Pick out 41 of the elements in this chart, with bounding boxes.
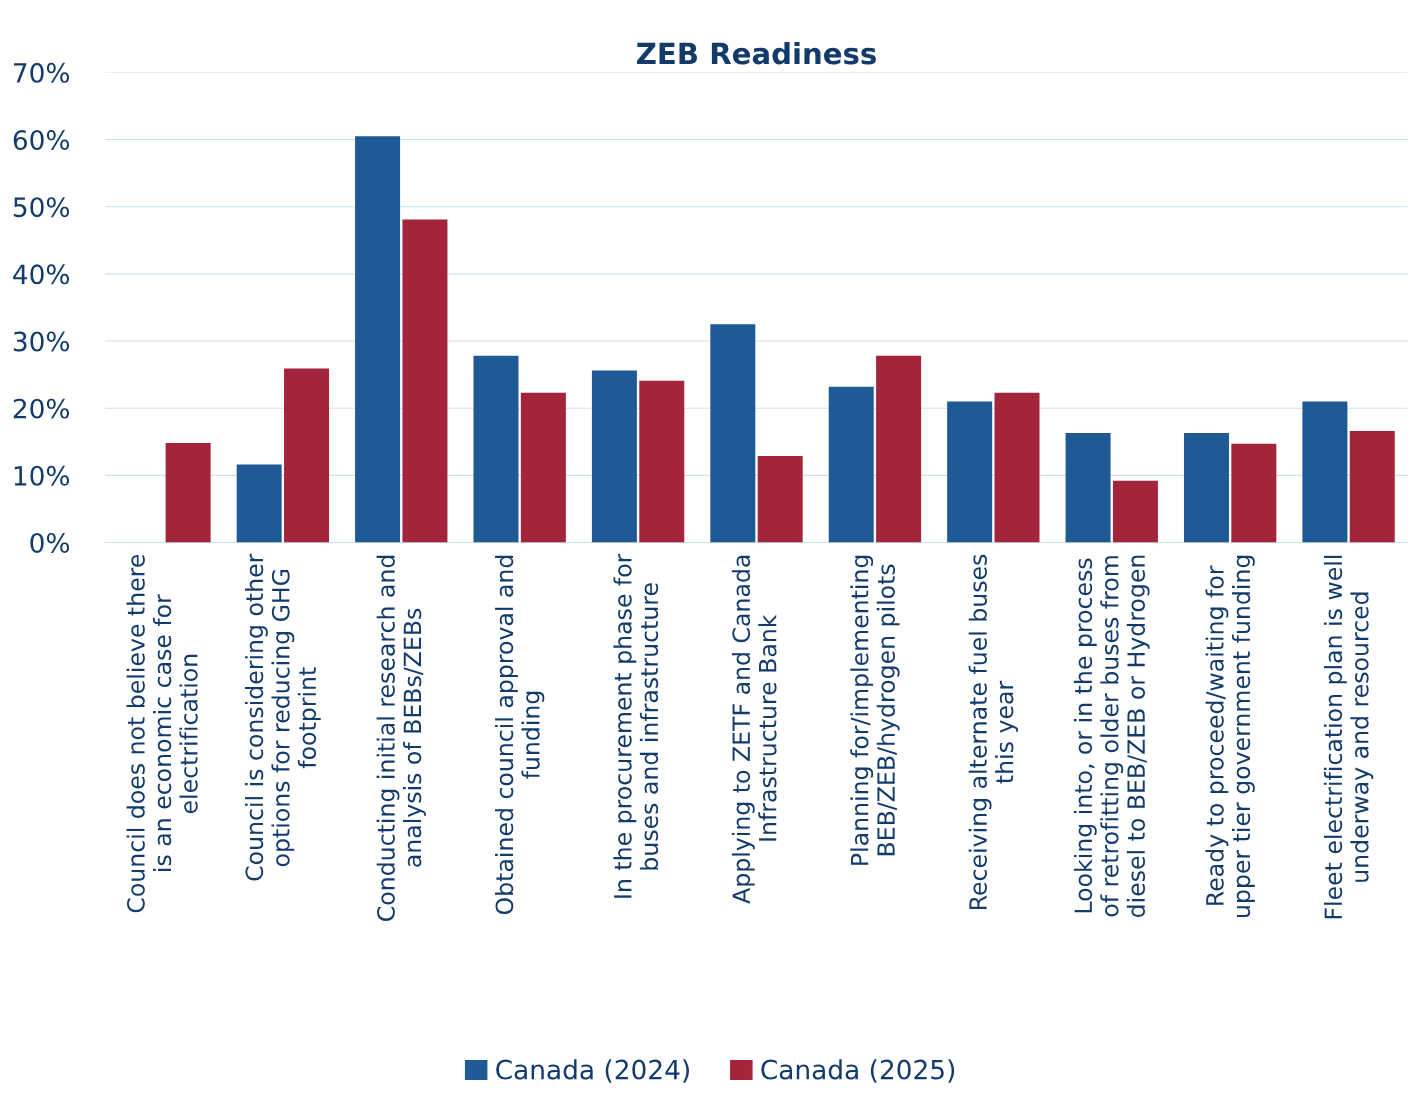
bar — [994, 392, 1040, 543]
y-tick-label: 10% — [14, 465, 70, 486]
y-tick-label: 20% — [13, 398, 70, 419]
bar — [1349, 431, 1395, 543]
x-tick-label: Looking into, or in the process of retrofitting older buses from diesel to BEB/ZEB or Hydrogen — [1073, 555, 1150, 918]
y-tick-label: 60% — [13, 130, 70, 150]
legend-label: Canada (2024) — [496, 1059, 689, 1083]
x-tick-label: Obtained council approval and funding — [495, 555, 545, 915]
bar — [1302, 401, 1348, 543]
y-tick-label: 40% — [13, 264, 70, 285]
y-tick-label: 50% — [13, 197, 70, 218]
x-tick-label: Fleet electrification plan is well underway and resourced — [1323, 555, 1374, 919]
bar — [473, 355, 519, 543]
x-tick-label: Planning for/implementing BEB/ZEB/hydrogen pilots — [850, 555, 900, 865]
bar — [591, 370, 637, 543]
bar — [947, 401, 993, 543]
bar — [1231, 443, 1277, 543]
bar — [1183, 433, 1229, 543]
y-tick-label: 0% — [30, 532, 70, 553]
x-tick-label: Council does not believe there is an economic case for electrification — [126, 554, 198, 913]
bar — [284, 368, 330, 543]
x-tick-label: Ready to proceed/waiting for upper tier government funding — [1205, 555, 1255, 918]
bar — [710, 324, 756, 543]
bar — [355, 136, 401, 543]
bar — [639, 380, 685, 543]
bar — [1112, 480, 1158, 543]
bar — [876, 355, 922, 543]
bar — [236, 464, 282, 543]
y-tick-label: 30% — [13, 331, 70, 352]
y-tick-label: 70% — [14, 62, 70, 83]
x-tick-label: Applying to ZETF and Canada Infrastructure Bank — [731, 555, 777, 904]
bar — [165, 443, 211, 543]
bar — [402, 219, 448, 543]
legend-label: Canada (2025) — [761, 1059, 955, 1083]
bar — [520, 392, 566, 543]
bar — [828, 386, 874, 543]
bar — [757, 455, 803, 543]
chart-title: ZEB Readiness — [637, 41, 876, 65]
x-tick-label: Receiving alternate fuel buses this year — [968, 554, 1018, 910]
bar — [1065, 433, 1111, 543]
x-tick-label: Council is considering other options for reducing GHG footprint — [244, 553, 321, 881]
